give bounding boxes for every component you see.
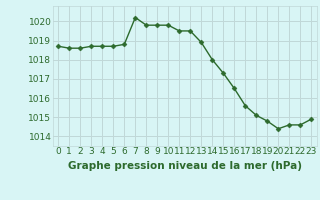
X-axis label: Graphe pression niveau de la mer (hPa): Graphe pression niveau de la mer (hPa) [68,161,302,171]
